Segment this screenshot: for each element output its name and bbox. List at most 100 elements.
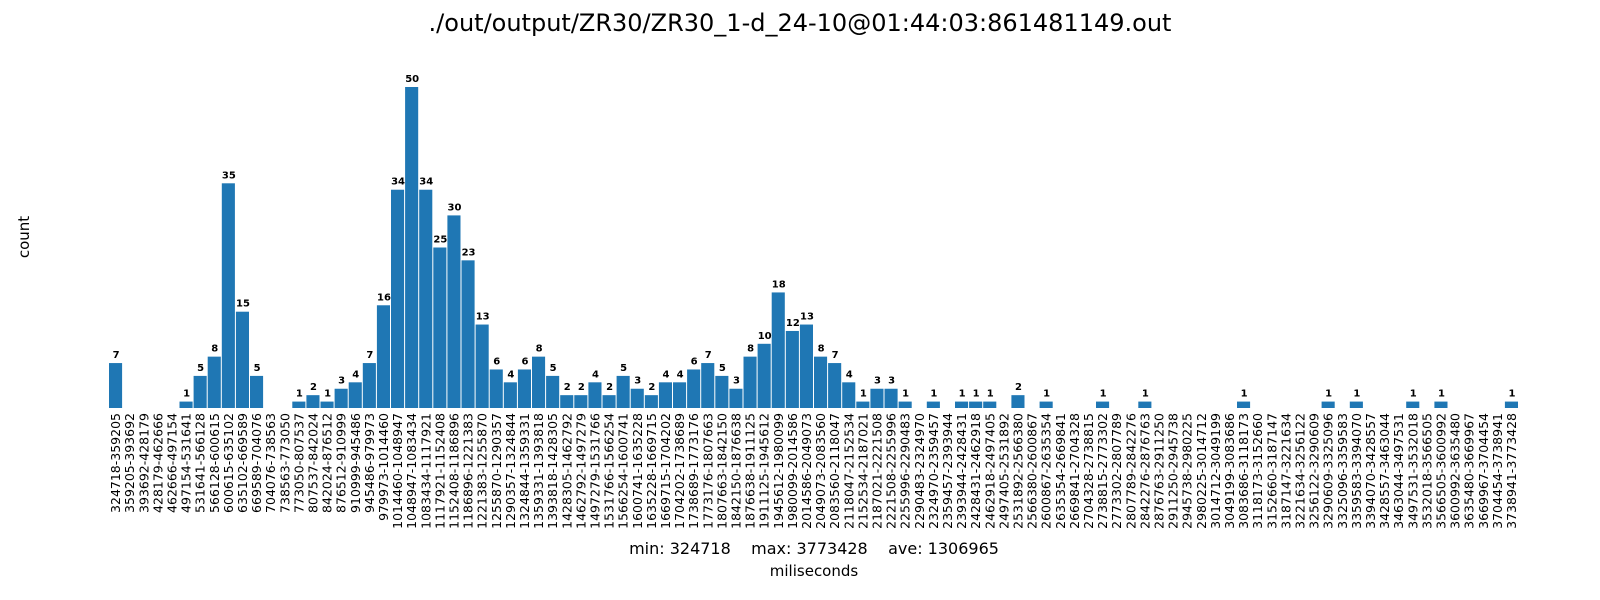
bar (560, 395, 574, 408)
bar (799, 324, 813, 408)
x-tick-label: 3428557-3463044 (1377, 413, 1392, 529)
bar-value-label: 5 (620, 363, 627, 374)
bar-value-label: 8 (818, 344, 825, 355)
x-tick-label: 1290357-1324844 (503, 413, 518, 529)
x-tick-label: 2773302-2807789 (1109, 413, 1124, 529)
bar (687, 369, 701, 408)
x-tick-label: 2911250-2945738 (1166, 413, 1181, 529)
x-tick-labels-group: 324718-359205 359205-393692 393692-428179 4… (108, 413, 1519, 529)
bar (616, 375, 630, 408)
bar-value-label: 4 (352, 369, 359, 380)
x-tick-label: 3635480-3669967 (1462, 413, 1477, 529)
x-tick-label: 3463044-3497531 (1391, 413, 1406, 529)
x-tick-label: 566128-600615 (207, 413, 222, 513)
bar (461, 260, 475, 408)
x-tick-label: 359205-393692 (122, 413, 137, 513)
bar-value-label: 1 (860, 389, 867, 400)
bar-value-label: 1 (1438, 389, 1445, 400)
bar-value-label: 7 (705, 350, 712, 361)
x-tick-label: 600615-635102 (221, 413, 236, 513)
bar-value-label: 2 (564, 382, 571, 393)
x-tick-label: 3600992-3635480 (1448, 413, 1463, 529)
x-tick-label: 428179-462666 (150, 413, 165, 513)
x-tick-label: 2255996-2290483 (898, 413, 913, 529)
bar (588, 382, 602, 408)
bar-value-label: 6 (691, 356, 698, 367)
x-tick-label: 497154-531641 (179, 413, 194, 513)
x-tick-label: 3187147-3221634 (1278, 413, 1293, 529)
bar-value-label: 5 (254, 363, 261, 374)
bar-value-label: 1 (1142, 389, 1149, 400)
bar (221, 183, 235, 408)
bar (419, 189, 433, 408)
x-tick-label: 3083686-3118173 (1236, 413, 1251, 529)
bar-value-label: 4 (507, 369, 514, 380)
bar (715, 375, 729, 408)
bar (179, 401, 193, 408)
x-tick-label: 3704454-3738941 (1490, 413, 1505, 529)
x-tick-label: 2738815-2773302 (1095, 413, 1110, 529)
bar-value-label: 50 (405, 74, 419, 85)
x-tick-label: 3669967-3704454 (1476, 413, 1491, 529)
x-tick-label: 1462792-1497279 (573, 413, 588, 529)
x-tick-label: 2428431-2462918 (968, 413, 983, 529)
x-tick-label: 979973-1014460 (376, 413, 391, 521)
bar-value-label: 1 (973, 389, 980, 400)
bar (602, 395, 616, 408)
x-tick-label: 3118173-3152660 (1250, 413, 1265, 529)
x-tick-label: 2669841-2704328 (1067, 413, 1082, 529)
x-tick-label: 2393944-2428431 (954, 413, 969, 529)
x-tick-label: 2807789-2842276 (1123, 413, 1138, 529)
x-tick-label: 1600741-1635228 (630, 413, 645, 529)
bar (1504, 401, 1518, 408)
bar-value-label: 2 (648, 382, 655, 393)
bar-value-label: 1 (1043, 389, 1050, 400)
x-tick-label: 2635354-2669841 (1053, 413, 1068, 529)
x-tick-label: 1911125-1945612 (757, 413, 772, 529)
bar (1406, 401, 1420, 408)
bar (334, 388, 348, 408)
bar-value-label: 7 (832, 350, 839, 361)
bar-value-label: 1 (1353, 389, 1360, 400)
bar-value-label: 2 (606, 382, 613, 393)
x-tick-label: 2704328-2738815 (1081, 413, 1096, 529)
x-tick-label: 324718-359205 (108, 413, 123, 513)
x-tick-label: 2359457-2393944 (940, 413, 955, 529)
x-tick-label: 738563-773050 (277, 413, 292, 513)
x-tick-label: 1807663-1842150 (714, 413, 729, 529)
bar-value-label: 7 (113, 350, 120, 361)
bar-value-label: 10 (758, 331, 772, 342)
bar (391, 189, 405, 408)
bar (489, 369, 503, 408)
x-tick-label: 842024-876512 (320, 413, 335, 513)
x-tick-label: 2118047-2152534 (841, 413, 856, 529)
x-tick-label: 704076-738563 (263, 413, 278, 513)
x-tick-label: 1393818-1428305 (545, 413, 560, 529)
bar-value-label: 1 (183, 389, 190, 400)
x-tick-label: 3738941-3773428 (1504, 413, 1519, 529)
x-tick-label: 669589-704076 (249, 413, 264, 513)
bar-value-label: 34 (391, 177, 405, 188)
bar (405, 87, 419, 408)
bar-value-label: 1 (1508, 389, 1515, 400)
bar (475, 324, 489, 408)
x-tick-label: 3256122-3290609 (1307, 413, 1322, 529)
x-tick-label: 1842150-1876638 (728, 413, 743, 529)
bar (235, 311, 249, 408)
x-tick-label: 1324844-1359331 (517, 413, 532, 529)
bar (771, 292, 785, 408)
x-tick-label: 3532018-3566505 (1419, 413, 1434, 529)
bar (983, 401, 997, 408)
x-tick-label: 1014460-1048947 (390, 413, 405, 529)
bar-value-label: 1 (324, 389, 331, 400)
bars-group (109, 87, 1518, 408)
y-axis-label: count (15, 216, 33, 258)
x-tick-label: 1876638-1911125 (743, 413, 758, 529)
bar (673, 382, 687, 408)
bar (1039, 401, 1053, 408)
bar (926, 401, 940, 408)
bar (517, 369, 531, 408)
bar-value-label: 6 (493, 356, 500, 367)
x-tick-label: 1359331-1393818 (531, 413, 546, 529)
